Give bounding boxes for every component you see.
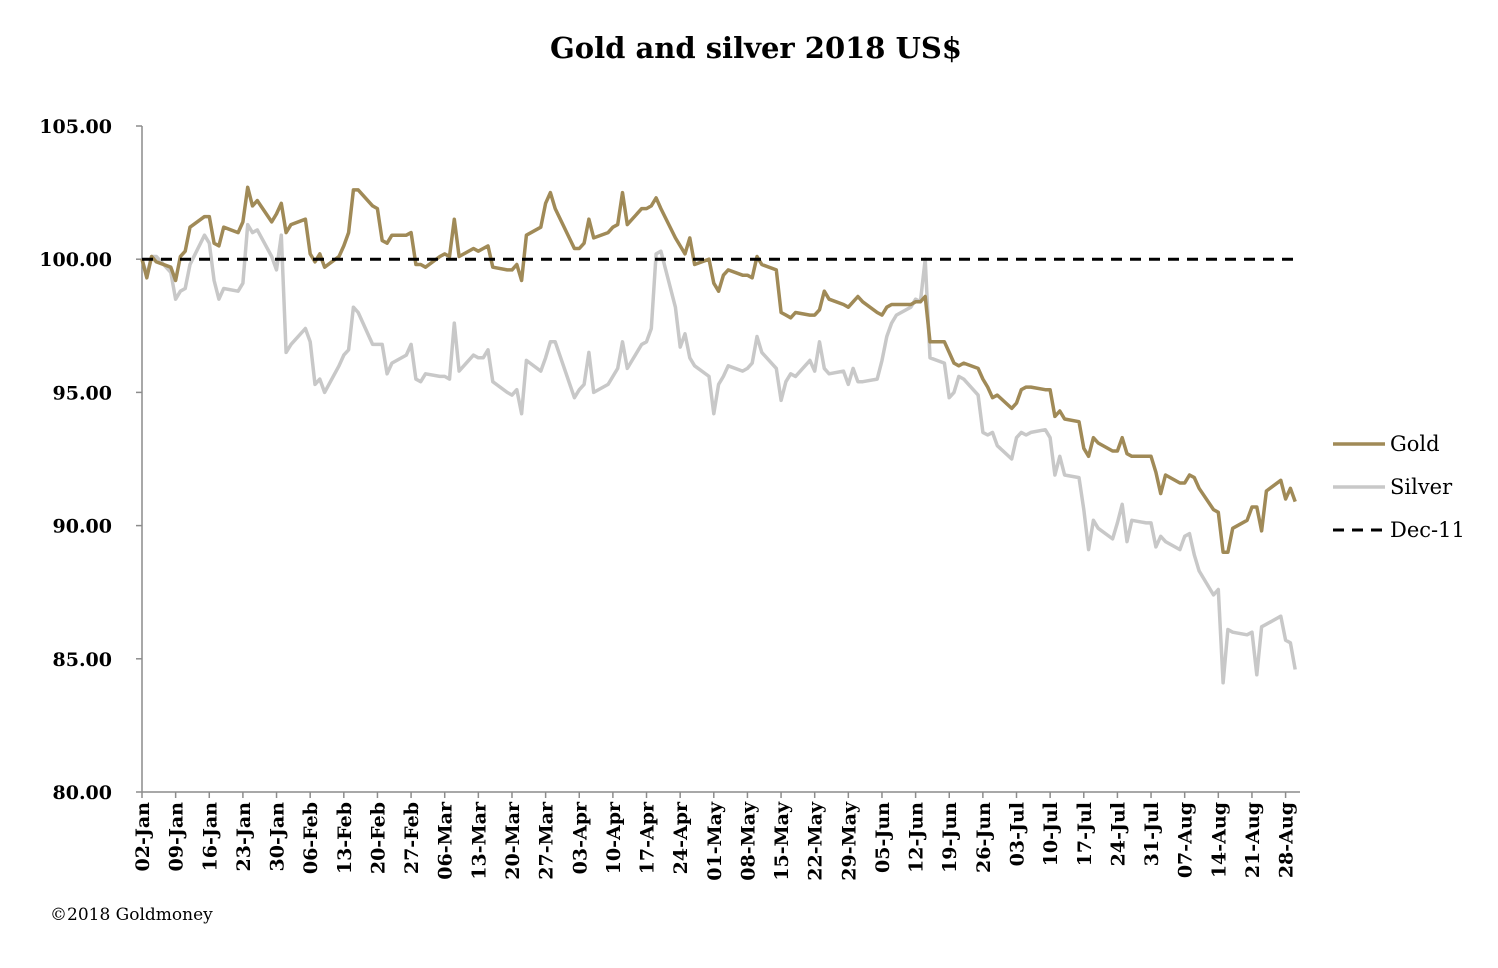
y-tick-label: 80.00 — [53, 782, 113, 804]
series-line-silver — [140, 222, 1297, 685]
x-tick-label: 28-Aug — [1276, 802, 1298, 878]
x-tick-label: 20-Mar — [502, 801, 524, 880]
series-layer — [140, 185, 1300, 685]
x-tick-label: 20-Feb — [367, 802, 389, 874]
chart-title: Gold and silver 2018 US$ — [550, 31, 962, 65]
x-tick-label: 21-Aug — [1242, 802, 1264, 878]
x-tick-label: 06-Feb — [300, 802, 322, 874]
x-tick-label: 10-Jul — [1040, 802, 1062, 866]
x-tick-label: 24-Apr — [670, 801, 692, 874]
y-tick-label: 95.00 — [53, 382, 113, 404]
x-tick-label: 15-May — [771, 801, 793, 881]
x-tick-label: 16-Jan — [199, 802, 221, 872]
y-tick-label: 105.00 — [39, 116, 112, 138]
x-tick-label: 08-May — [737, 801, 759, 881]
x-tick-label: 30-Jan — [267, 802, 289, 872]
x-tick-label: 23-Jan — [233, 802, 255, 872]
legend-label: Silver — [1390, 475, 1453, 499]
x-tick-label: 13-Mar — [468, 801, 490, 880]
y-tick-label: 90.00 — [53, 516, 113, 538]
x-tick-label: 03-Apr — [569, 801, 591, 874]
x-tick-label: 10-Apr — [603, 801, 625, 874]
x-tick-label: 03-Jul — [1007, 802, 1029, 866]
x-tick-label: 17-Apr — [637, 801, 659, 874]
x-tick-label: 13-Feb — [334, 802, 356, 874]
x-tick-label: 19-Jun — [939, 802, 961, 873]
legend: Gold Silver Dec-11 — [1333, 432, 1465, 542]
copyright-text: ©2018 Goldmoney — [50, 905, 213, 925]
series-line-gold — [140, 185, 1297, 554]
x-tick-label: 24-Jul — [1107, 802, 1129, 866]
x-axis: 02-Jan 09-Jan 16-Jan 23-Jan 30-Jan 06-Feb 13-F… — [132, 791, 1300, 881]
x-tick-label: 06-Mar — [435, 801, 457, 880]
x-tick-label: 17-Jul — [1074, 802, 1096, 866]
x-tick-label: 26-Jun — [973, 802, 995, 873]
x-tick-label: 05-Jun — [872, 802, 894, 873]
legend-label: Gold — [1390, 432, 1440, 456]
x-tick-label: 09-Jan — [166, 802, 188, 872]
x-tick-label: 31-Jul — [1141, 802, 1163, 866]
legend-label: Dec-11 — [1390, 518, 1465, 542]
y-axis: 80.00 85.00 90.00 95.00 100.00 105.00 — [39, 116, 143, 804]
x-tick-label: 29-May — [838, 801, 860, 881]
y-tick-label: 85.00 — [53, 649, 113, 671]
x-tick-label: 27-Mar — [536, 801, 558, 880]
x-tick-label: 02-Jan — [132, 802, 154, 872]
y-tick-label: 100.00 — [39, 249, 112, 271]
x-tick-label: 12-Jun — [906, 802, 928, 873]
x-tick-label: 14-Aug — [1208, 802, 1230, 878]
x-tick-label: 01-May — [704, 801, 726, 881]
x-tick-label: 22-May — [805, 801, 827, 881]
x-tick-label: 27-Feb — [401, 802, 423, 874]
x-tick-label: 07-Aug — [1175, 802, 1197, 878]
